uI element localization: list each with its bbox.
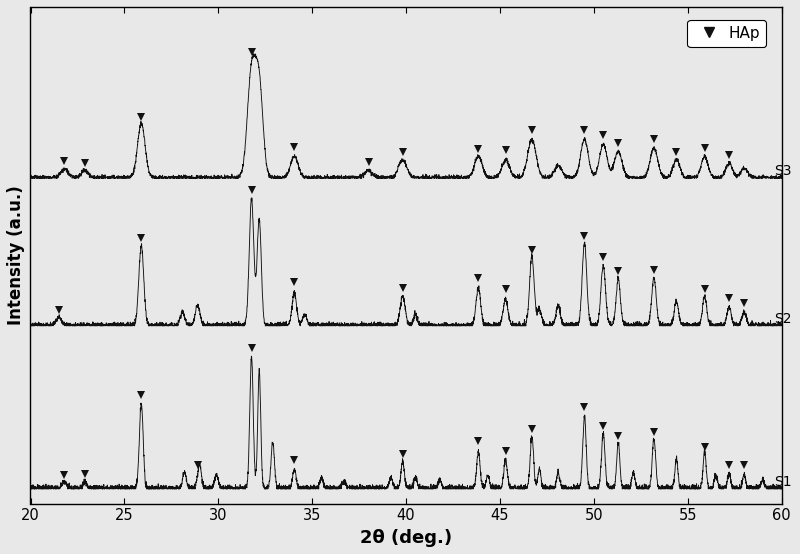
- X-axis label: 2θ (deg.): 2θ (deg.): [360, 529, 452, 547]
- Text: S1: S1: [774, 475, 792, 489]
- Text: S3: S3: [774, 165, 792, 178]
- Y-axis label: Intensity (a.u.): Intensity (a.u.): [7, 186, 25, 325]
- Text: S2: S2: [774, 312, 792, 326]
- Legend: HAp: HAp: [687, 19, 766, 47]
